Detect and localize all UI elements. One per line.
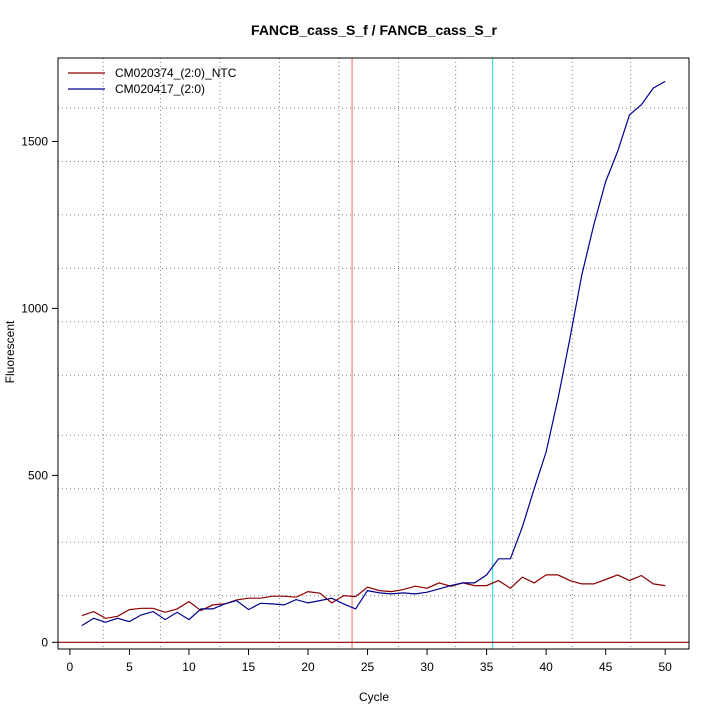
x-tick-label-10: 50: [659, 660, 673, 674]
x-tick-label-1: 5: [126, 660, 133, 674]
x-tick-label-5: 25: [361, 660, 375, 674]
x-tick-label-7: 35: [480, 660, 494, 674]
x-tick-label-0: 0: [67, 660, 74, 674]
y-tick-label-3: 1500: [21, 134, 48, 148]
threshold-layer: [58, 58, 689, 649]
plot-frame: [57, 57, 690, 650]
x-tick-label-9: 45: [599, 660, 613, 674]
x-axis: 0 5 10 15 20 25 30 35 40 45 50: [67, 649, 673, 674]
x-tick-label-2: 10: [182, 660, 196, 674]
legend-label-1: CM020417_(2:0): [115, 82, 205, 96]
x-tick-label-3: 15: [242, 660, 256, 674]
legend-label-0: CM020374_(2:0)_NTC: [115, 66, 237, 80]
y-tick-label-1: 500: [28, 468, 48, 482]
x-tick-label-8: 40: [539, 660, 553, 674]
y-axis: 0 500 1000 1500: [21, 134, 58, 649]
y-tick-label-0: 0: [41, 635, 48, 649]
legend: CM020374_(2:0)_NTC CM020417_(2:0): [68, 66, 237, 96]
grid-layer: [58, 58, 689, 649]
x-axis-label: Cycle: [359, 690, 389, 704]
y-axis-label: Fluorescent: [3, 320, 17, 383]
series-layer: [81, 80, 666, 627]
chart-title: FANCB_cass_S_f / FANCB_cass_S_r: [251, 22, 497, 38]
x-tick-label-4: 20: [301, 660, 315, 674]
x-tick-label-6: 30: [420, 660, 434, 674]
series-line-1: [81, 80, 666, 627]
y-tick-label-2: 1000: [21, 301, 48, 315]
series-line-0: [81, 574, 666, 619]
